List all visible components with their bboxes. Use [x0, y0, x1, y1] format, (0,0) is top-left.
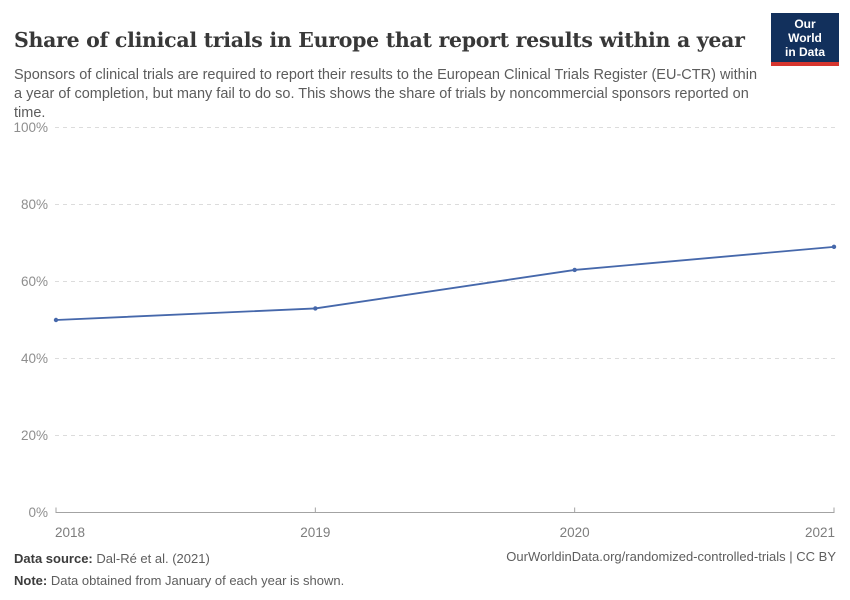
page-title: Share of clinical trials in Europe that …: [14, 27, 745, 52]
x-tick-label: 2018: [55, 525, 85, 540]
owid-logo-line1: Our World: [788, 17, 822, 45]
chart-subtitle: Sponsors of clinical trials are required…: [14, 66, 758, 121]
data-line: [55, 245, 835, 321]
y-tick-label: 60%: [21, 274, 48, 289]
y-tick-label: 100%: [13, 120, 48, 135]
source-line: Data source: Dal-Ré et al. (2021): [14, 548, 344, 570]
y-tick-label: 0%: [28, 505, 48, 520]
y-tick-label: 80%: [21, 197, 48, 212]
source-value: Dal-Ré et al. (2021): [92, 551, 210, 566]
data-point: [831, 244, 837, 250]
x-tick-label: 2019: [300, 525, 330, 540]
owid-license-link[interactable]: OurWorldinData.org/randomized-controlled…: [506, 549, 836, 564]
data-point: [53, 317, 59, 323]
note-value: Data obtained from January of each year …: [47, 573, 345, 588]
owid-logo-line2: in Data: [784, 45, 825, 59]
data-point: [313, 306, 318, 311]
owid-logo: Our World in Data: [771, 13, 839, 66]
footer-source-note: Data source: Dal-Ré et al. (2021) Note: …: [14, 548, 344, 592]
data-point: [572, 267, 577, 273]
x-tick-label: 2021: [805, 525, 835, 540]
x-tick-label: 2020: [560, 525, 590, 540]
y-tick-label: 20%: [21, 428, 48, 443]
note-label: Note:: [14, 573, 48, 588]
y-tick-label: 40%: [21, 351, 48, 366]
note-line: Note: Data obtained from January of each…: [14, 570, 344, 592]
source-label: Data source:: [14, 551, 93, 566]
